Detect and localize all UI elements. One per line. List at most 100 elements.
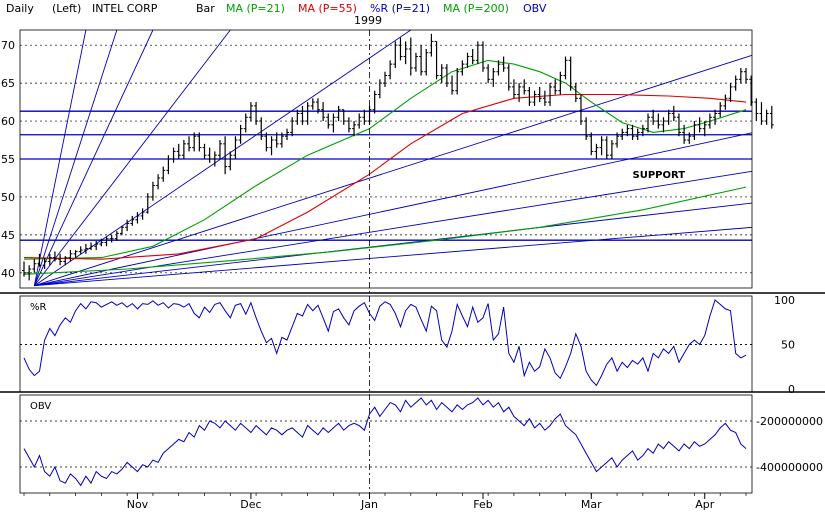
price-bar xyxy=(352,121,357,137)
price-bar xyxy=(542,90,547,106)
fan-line xyxy=(33,29,154,286)
obv-y-ticks: -200000000 -400000000 xyxy=(756,415,823,474)
price-bar xyxy=(403,41,408,65)
price-bar xyxy=(377,79,382,99)
price-bar xyxy=(181,140,186,159)
chart-header: Daily (Left) INTEL CORP Bar MA (P=21) MA… xyxy=(6,2,547,27)
fan-line xyxy=(34,170,753,287)
price-bar xyxy=(609,140,614,159)
price-bar xyxy=(558,71,563,95)
price-bar xyxy=(620,128,625,141)
price-bar xyxy=(73,250,78,258)
price-bar xyxy=(744,67,748,84)
price-bar xyxy=(511,79,516,99)
price-bar xyxy=(150,181,155,201)
price-bar xyxy=(187,136,192,152)
price-bar xyxy=(32,259,37,273)
ma-line xyxy=(23,186,747,275)
price-bar xyxy=(78,246,83,254)
price-bar xyxy=(300,105,305,125)
pctr-panel-title: %R xyxy=(30,302,47,313)
price-bar xyxy=(635,128,640,141)
price-bar xyxy=(697,117,702,133)
price-bar xyxy=(764,109,769,125)
price-bar xyxy=(749,75,754,106)
price-bar xyxy=(548,83,553,106)
price-bar xyxy=(419,45,424,76)
price-bar xyxy=(58,253,63,266)
price-bar xyxy=(357,113,362,129)
x-tick-label: Apr xyxy=(695,498,715,511)
price-panel: 70 65 60 55 50 45 40 SUPPORT xyxy=(1,29,774,287)
fan-line xyxy=(34,202,753,287)
price-bar xyxy=(475,41,480,65)
pctr-y-ticks: 100 50 0 xyxy=(774,294,795,396)
price-bar xyxy=(553,79,558,95)
pctr-frame xyxy=(19,295,753,393)
price-bar xyxy=(615,132,620,148)
fan-line xyxy=(33,29,231,286)
price-bar xyxy=(315,98,320,114)
price-bar xyxy=(285,128,290,141)
price-y-tick: 65 xyxy=(1,77,15,90)
price-bar xyxy=(52,251,57,262)
price-bar xyxy=(63,256,68,266)
price-y-tick: 50 xyxy=(1,191,15,204)
price-bar xyxy=(682,124,687,144)
price-bar xyxy=(119,225,124,235)
price-bar xyxy=(728,83,733,103)
price-bar xyxy=(192,132,197,152)
price-bar xyxy=(563,56,568,80)
price-bar xyxy=(223,136,228,175)
fan-line xyxy=(33,29,118,286)
price-bar xyxy=(398,37,403,61)
price-bar xyxy=(326,113,331,129)
price-bar xyxy=(625,124,630,137)
moving-averages xyxy=(23,59,747,275)
price-bar xyxy=(238,124,243,144)
price-bar xyxy=(331,113,336,133)
price-bar xyxy=(630,124,635,141)
legend-pctr: %R (P=21) xyxy=(370,2,430,15)
ma-line xyxy=(23,93,747,260)
price-y-tick: 70 xyxy=(1,39,15,52)
price-bar xyxy=(274,132,279,148)
obv-y-tick: -400000000 xyxy=(756,461,823,474)
price-bar xyxy=(279,132,284,148)
price-bar xyxy=(408,37,413,76)
price-bar xyxy=(733,75,738,91)
price-bar xyxy=(651,109,656,125)
price-bar xyxy=(104,236,109,247)
price-bar xyxy=(228,151,233,171)
price-bar xyxy=(130,215,135,226)
price-bar xyxy=(47,253,52,266)
legend-obv: OBV xyxy=(523,2,547,15)
pctr-y-tick: 0 xyxy=(788,383,795,396)
price-bar xyxy=(470,48,475,65)
price-bar xyxy=(434,40,439,80)
price-bar xyxy=(310,98,315,110)
price-bar xyxy=(393,41,398,68)
pctr-line xyxy=(23,299,747,387)
x-tick-label: Mar xyxy=(581,498,602,511)
price-bar xyxy=(197,132,202,152)
company-name: INTEL CORP xyxy=(92,2,158,15)
price-bar xyxy=(429,33,434,57)
price-y-tick: 40 xyxy=(1,267,15,280)
price-bar xyxy=(372,90,377,114)
price-bar xyxy=(589,132,594,156)
price-bar xyxy=(233,136,238,159)
obv-series xyxy=(23,397,747,487)
price-bar xyxy=(450,75,455,95)
x-tick-label: Dec xyxy=(240,498,261,511)
price-bar xyxy=(522,79,527,95)
price-bar xyxy=(646,113,651,133)
price-bar xyxy=(176,143,181,159)
price-bar xyxy=(671,105,676,122)
price-bar xyxy=(687,132,692,144)
price-bar xyxy=(114,231,119,241)
fan-line xyxy=(33,29,87,286)
price-bar xyxy=(439,64,444,84)
price-bar xyxy=(713,109,718,125)
obv-y-tick: -200000000 xyxy=(756,415,823,428)
